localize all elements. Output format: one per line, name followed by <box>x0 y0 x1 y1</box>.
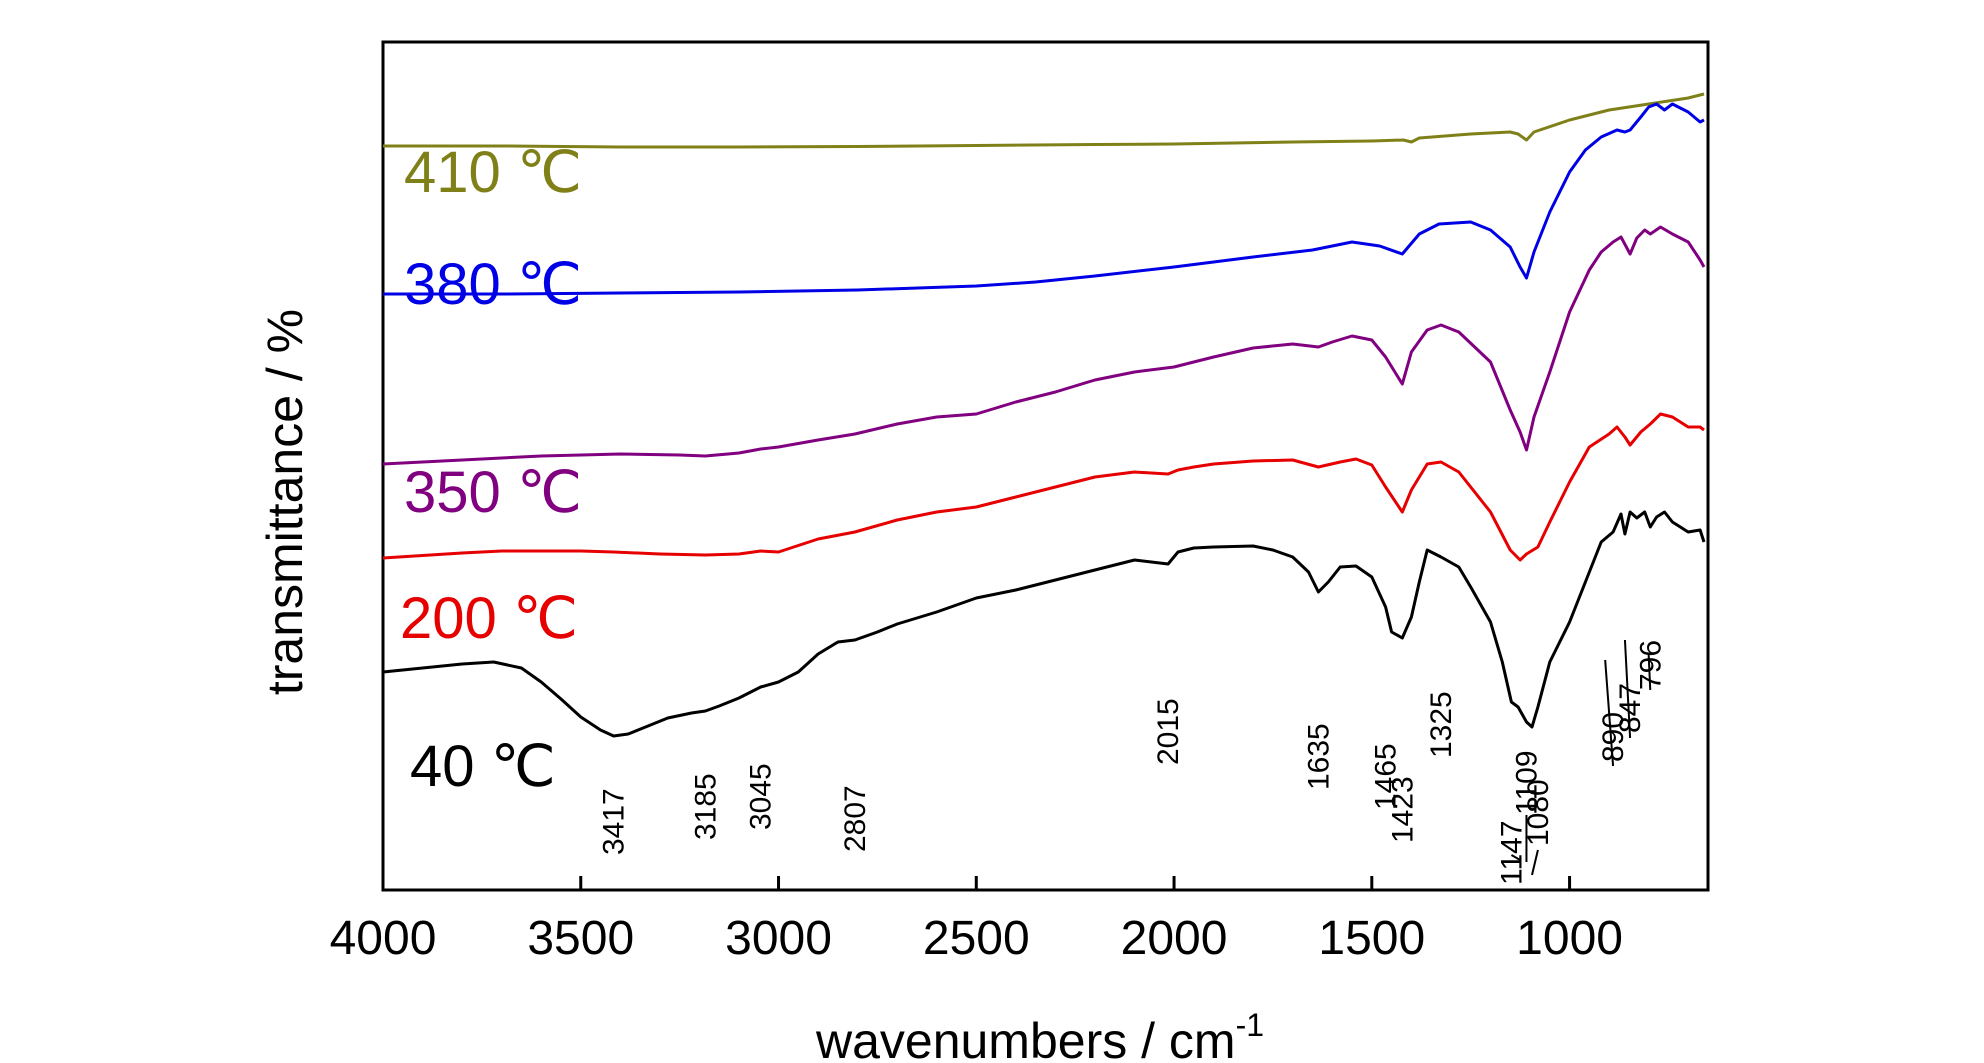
series-line <box>382 510 1706 738</box>
peak-label: 3417 <box>598 788 631 855</box>
peak-label: 1423 <box>1386 776 1419 843</box>
y-axis-title: transmittance / % <box>257 309 313 695</box>
x-axis-title-superscript: -1 <box>1236 1007 1264 1043</box>
x-tick-label: 3500 <box>527 912 634 965</box>
peak-label: 3045 <box>745 763 778 830</box>
series-line <box>382 412 1705 562</box>
peak-label: 3185 <box>689 773 722 840</box>
plot-frame <box>381 40 1710 892</box>
x-tick-label: 2500 <box>923 912 1030 965</box>
peak-leader-line <box>1647 654 1652 691</box>
x-axis-title: wavenumbers / cm-1 <box>815 1007 1264 1063</box>
series-line <box>383 92 1705 149</box>
peak-leader-line <box>1623 639 1632 739</box>
peak-label: 2807 <box>839 785 872 852</box>
x-tick-label: 4000 <box>330 912 437 965</box>
peak-leader-line <box>1510 854 1521 861</box>
series-label: 380 ℃ <box>404 252 582 317</box>
peak-label: 1325 <box>1425 691 1458 758</box>
series-line <box>382 225 1706 466</box>
peak-label: 1109 <box>1511 750 1544 815</box>
peak-label: 2015 <box>1152 698 1185 765</box>
peak-label: 1465 <box>1370 743 1403 810</box>
peak-leader-line <box>1604 659 1615 767</box>
series-labels: 410 ℃ 380 ℃ 350 ℃ 200 ℃ 40 ℃ <box>400 140 582 799</box>
x-tick-label: 2000 <box>1121 912 1228 965</box>
x-tick-label: 1000 <box>1516 912 1623 965</box>
peak-label: 1147 <box>1495 820 1528 885</box>
series-label: 200 ℃ <box>400 586 578 651</box>
x-axis-ticks: 4000 3500 3000 2500 2000 1500 1000 <box>330 876 1623 965</box>
x-tick-label: 1500 <box>1318 912 1425 965</box>
x-tick-label: 3000 <box>725 912 832 965</box>
series-label: 40 ℃ <box>410 734 556 799</box>
peak-leader-line <box>1531 849 1539 876</box>
series-label: 410 ℃ <box>404 140 582 205</box>
peak-label: 847 <box>1614 683 1647 733</box>
peak-label: 890 <box>1597 712 1630 762</box>
series-line <box>383 102 1705 296</box>
series-label: 350 ℃ <box>404 460 582 525</box>
series-layer <box>382 92 1706 738</box>
peak-label: 1635 <box>1302 723 1335 790</box>
